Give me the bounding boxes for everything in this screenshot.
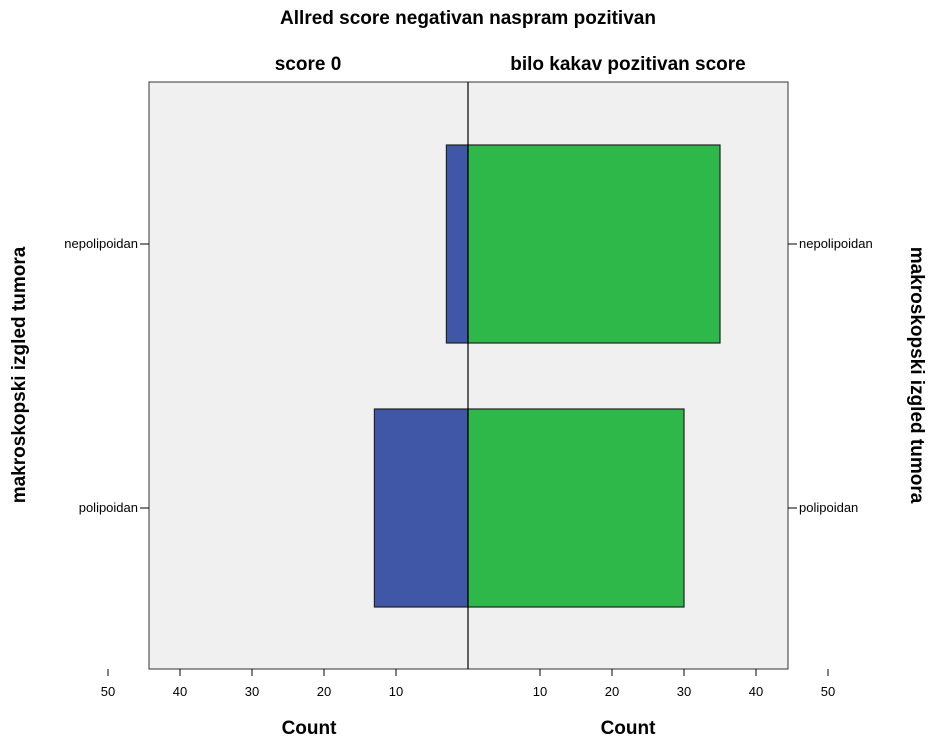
x-tick-label: 10 <box>389 684 403 699</box>
x-tick-label: 50 <box>101 684 115 699</box>
y-axis-title-right: makroskopski izgled tumora <box>906 247 927 504</box>
x-axis-title-right: Count <box>601 718 657 739</box>
bar-pozitivan-polipoidan <box>467 408 685 608</box>
x-tick-label: 40 <box>173 684 187 699</box>
bar-score-0-nepolipoidan <box>445 144 469 344</box>
x-axis-ticks: 50 40 30 20 10 10 20 30 40 50 <box>101 669 835 699</box>
chart-title: Allred score negativan naspram pozitivan <box>280 8 656 29</box>
category-label-left: polipoidan <box>79 500 138 515</box>
bars-layer <box>373 144 721 608</box>
category-label-right: nepolipoidan <box>799 236 873 251</box>
x-tick-label: 30 <box>677 684 691 699</box>
category-ticks: nepolipoidan nepolipoidan polipoidan polipo… <box>64 236 872 515</box>
x-tick-label: 20 <box>317 684 331 699</box>
panel-title-left: score 0 <box>275 54 342 75</box>
y-axis-title-left: makroskopski izgled tumora <box>9 246 30 503</box>
x-tick-label: 40 <box>749 684 763 699</box>
category-label-left: nepolipoidan <box>64 236 138 251</box>
x-tick-label: 30 <box>245 684 259 699</box>
bar-pozitivan-nepolipoidan <box>467 144 721 344</box>
category-label-right: polipoidan <box>799 500 858 515</box>
x-tick-label: 20 <box>605 684 619 699</box>
bar-score-0-polipoidan <box>373 408 469 608</box>
panel-title-right: bilo kakav pozitivan score <box>510 54 745 75</box>
x-axis-title-left: Count <box>282 718 338 739</box>
x-tick-label: 10 <box>533 684 547 699</box>
x-tick-label: 50 <box>821 684 835 699</box>
